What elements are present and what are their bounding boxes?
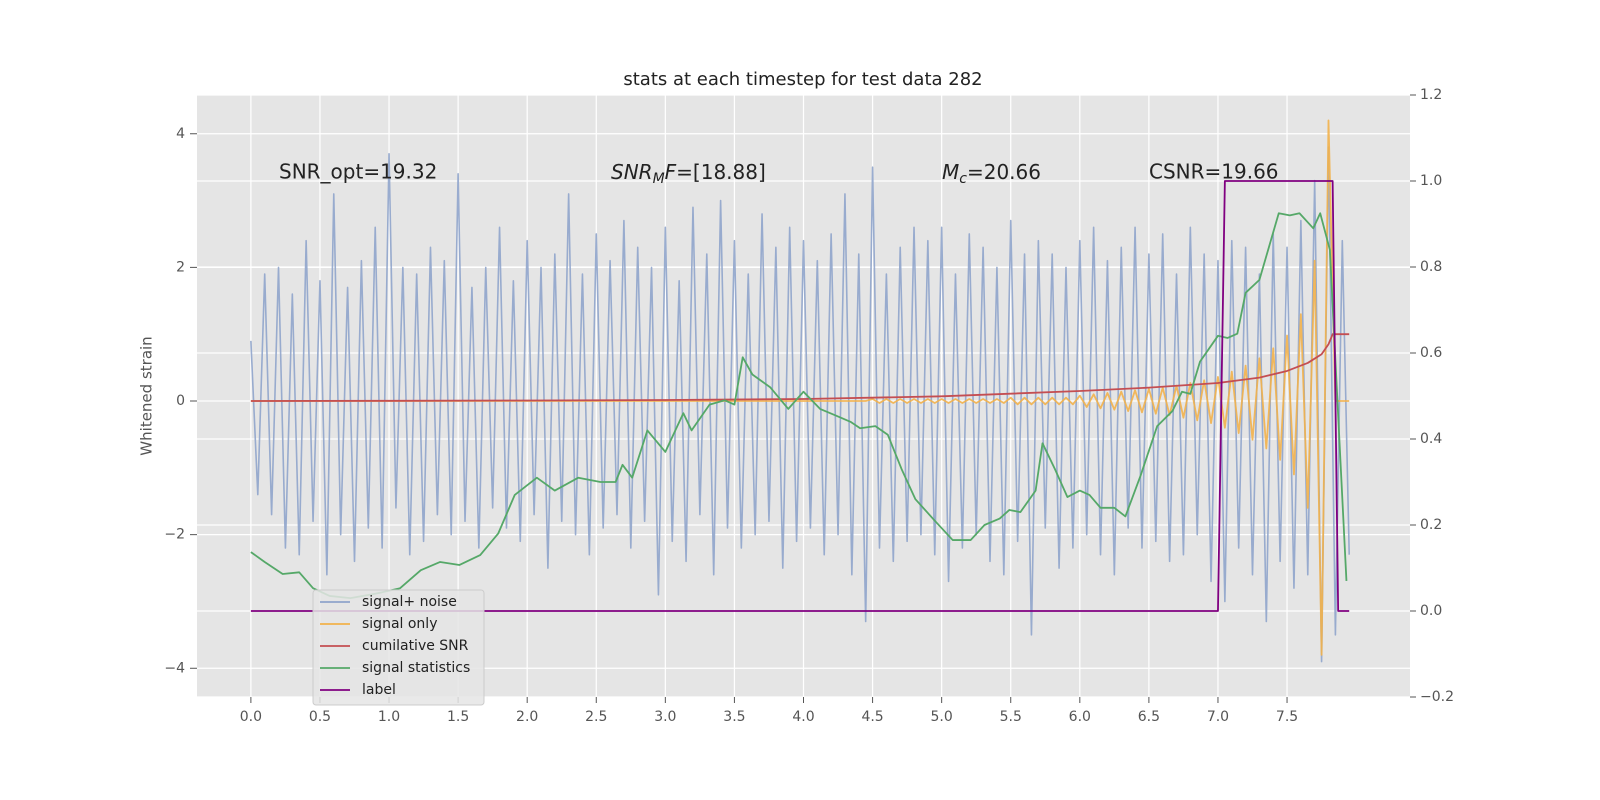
annotation: CSNR=19.66 [1149,160,1279,184]
y2-tick-label: 1.0 [1420,173,1442,189]
y-axis-label: Whitened strain [138,336,156,455]
series-line [250,119,1350,656]
legend-label: signal statistics [362,660,470,676]
x-tick-label: 2.5 [585,709,607,725]
y-tick-label: −2 [164,527,185,543]
marks [250,119,1351,663]
series-line [250,212,1348,599]
annotation-part: =20.66 [967,160,1041,184]
annotation: SNRMF=[18.88] [611,160,766,188]
x-tick-label: 3.5 [723,709,745,725]
y2-tick-label: 0.6 [1420,345,1442,361]
y-tick-label: −4 [164,660,185,676]
annotation-part: M [653,171,665,187]
annotation: Mc=20.66 [942,160,1041,188]
x-tick-label: 1.5 [447,709,469,725]
legend-label: signal+ noise [362,594,457,610]
y-tick-label: 4 [176,126,185,142]
y2-tick-label: 0.8 [1420,259,1442,275]
x-tick-label: 1.0 [378,709,400,725]
y-tick-label: 2 [176,259,185,275]
series-line [250,180,1350,612]
axes: 0.0 0.5 1.0 1.5 2.0 2.5 3.0 3.5 4.0 4.5 5.0 5.5 6.0 6… [164,87,1454,725]
x-tick-label: 4.5 [861,709,883,725]
y2-tick-label: 0.2 [1420,517,1442,533]
chart-title: stats at each timestep for test data 282 [623,69,982,90]
y2-tick-label: 0.0 [1420,603,1442,619]
legend-label: signal only [362,616,437,632]
x-tick-label: 5.0 [931,709,953,725]
annotation-part: M [942,160,959,184]
annotation: SNR_opt=19.32 [279,160,437,184]
series-line [250,333,1350,402]
x-tick-label: 0.5 [309,709,331,725]
y2-tick-label: −0.2 [1420,689,1454,705]
legend-label: cumilative SNR [362,638,469,654]
y2-tick-label: 0.4 [1420,431,1442,447]
x-tick-label: 6.0 [1069,709,1091,725]
y2-tick-label: 1.2 [1420,87,1442,103]
y-tick-label: 0 [176,393,185,409]
x-tick-label: 2.0 [516,709,538,725]
legend-box [312,589,485,706]
x-tick-label: 5.5 [1000,709,1022,725]
x-tick-label: 7.5 [1276,709,1298,725]
annotation-part: c [959,171,967,187]
x-tick-label: 6.5 [1138,709,1160,725]
annotation-part: SNR [611,160,653,184]
x-tick-label: 0.0 [240,709,262,725]
x-tick-label: 4.0 [792,709,814,725]
annotation-part: F [665,160,677,184]
annotation-part: =[18.88] [676,160,766,184]
x-tick-label: 3.0 [654,709,676,725]
legend-label: label [362,682,396,698]
x-tick-label: 7.0 [1207,709,1229,725]
